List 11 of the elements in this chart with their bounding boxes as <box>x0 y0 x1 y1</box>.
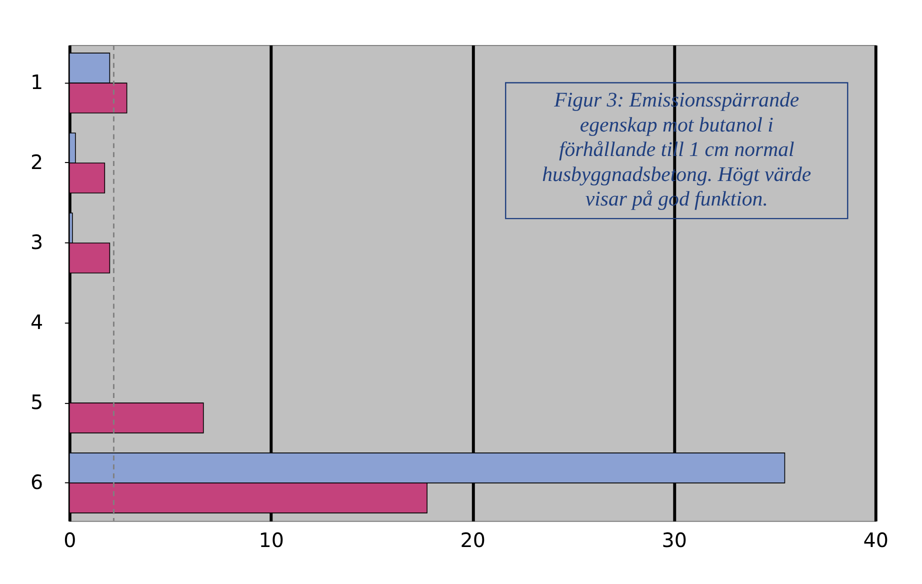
y-tick-label: 6 <box>30 470 44 494</box>
x-tick-label: 20 <box>460 529 486 552</box>
y-tick-label: 1 <box>30 70 44 94</box>
x-tick-label: 10 <box>258 529 284 552</box>
x-tick-label: 0 <box>64 529 76 552</box>
x-tick-label: 40 <box>863 529 889 552</box>
y-tick-label: 4 <box>30 310 44 334</box>
y-tick-label: 2 <box>30 150 44 174</box>
y-tick-label: 5 <box>30 390 44 414</box>
y-tick-label: 3 <box>30 230 44 254</box>
x-tick-label: 30 <box>662 529 688 552</box>
